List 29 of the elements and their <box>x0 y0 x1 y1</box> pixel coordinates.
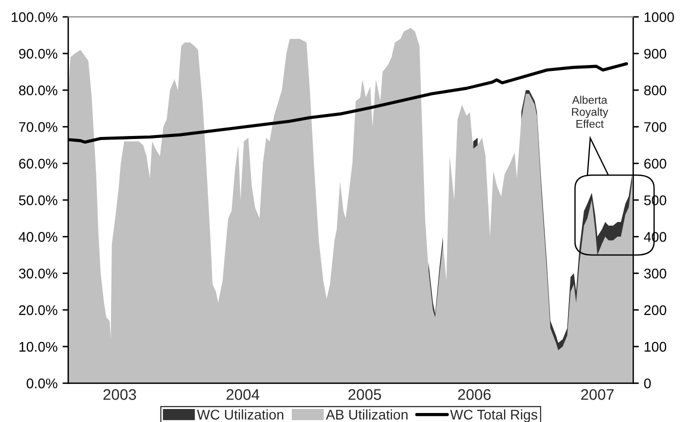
y2-tick-label: 800 <box>644 85 666 96</box>
y2-tick-label: 200 <box>644 305 666 316</box>
y-tick-label: 60.0% <box>19 158 58 169</box>
y-tick-label: 100.0% <box>12 12 58 22</box>
y-tick-label: 70.0% <box>19 122 58 132</box>
y2-tick-label: 700 <box>644 122 666 132</box>
y-tick-label: 10.0% <box>19 342 58 352</box>
y2-tick-label: 300 <box>644 268 666 278</box>
x-tick-label: 2006 <box>458 389 491 400</box>
x-tick-label: 2003 <box>103 389 136 400</box>
y2-tick-label: 100 <box>644 342 666 352</box>
legend-label: AB Utilization <box>326 409 408 420</box>
y-tick-label: 0.0% <box>26 378 58 388</box>
y-tick-label: 30.0% <box>18 268 58 278</box>
x-tick-label: 2005 <box>348 389 382 400</box>
annotation: Alberta Royalty Effect <box>572 96 608 128</box>
legend-label: WC Utilization <box>197 409 284 420</box>
x-tick-label: 2004 <box>226 389 260 400</box>
y-tick-label: 20.0% <box>19 305 58 316</box>
y2-tick-label: 0 <box>644 378 651 388</box>
y2-tick-label: 1000 <box>644 12 674 22</box>
x-tick-label: 2007 <box>581 389 614 400</box>
y-tick-label: 80.0% <box>19 85 58 96</box>
y-tick-label: 50.0% <box>18 195 58 206</box>
y2-tick-label: 600 <box>644 158 666 169</box>
y2-tick-label: 900 <box>644 48 666 59</box>
y-tick-label: 90.0% <box>19 48 58 59</box>
legend-label: WC Total Rigs <box>450 409 538 422</box>
y-tick-label: 40.0% <box>18 232 58 242</box>
